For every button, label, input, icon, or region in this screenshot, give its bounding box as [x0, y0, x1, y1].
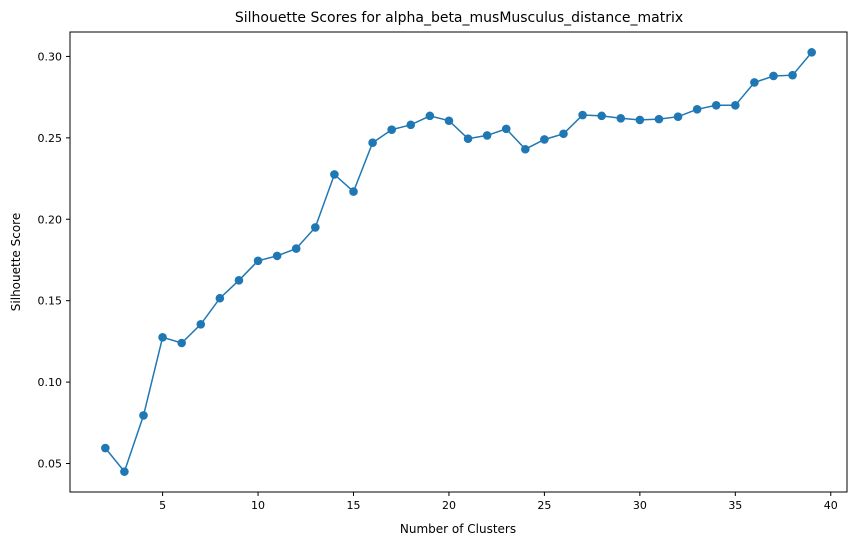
data-point	[521, 144, 530, 154]
y-tick-label: 0.20	[38, 213, 63, 226]
x-tick-label: 10	[251, 499, 265, 512]
data-point	[559, 129, 568, 139]
data-point	[578, 110, 587, 120]
data-point	[215, 293, 225, 303]
x-tick-label: 40	[824, 499, 838, 512]
data-point	[120, 467, 129, 476]
plot-frame	[69, 31, 848, 493]
x-tick-label: 25	[537, 499, 551, 512]
data-point	[101, 443, 110, 453]
data-point	[368, 138, 377, 148]
data-point	[750, 78, 759, 87]
data-point	[807, 48, 816, 57]
y-tick-label: 0.30	[38, 50, 63, 63]
data-point	[234, 276, 244, 285]
y-tick-label: 0.05	[38, 458, 63, 471]
data-point	[425, 111, 435, 121]
data-point	[635, 115, 645, 125]
data-point	[177, 338, 186, 348]
data-point	[330, 170, 339, 179]
x-axis: 5 10 15 20 25 30 35 40	[159, 492, 838, 512]
data-point	[482, 131, 492, 140]
x-tick-label: 35	[728, 499, 742, 512]
plot-area	[101, 48, 816, 476]
data-point	[597, 111, 606, 121]
data-point	[654, 114, 664, 124]
data-point	[788, 70, 797, 80]
data-point	[311, 223, 320, 232]
x-tick-label: 20	[442, 499, 456, 512]
data-point	[158, 333, 167, 342]
y-tick-label: 0.10	[38, 376, 63, 389]
y-tick-label: 0.15	[38, 295, 63, 308]
data-point	[272, 251, 282, 261]
data-point	[253, 256, 263, 266]
y-axis: 0.05 0.10 0.15 0.20 0.25 0.30	[38, 50, 70, 471]
data-point	[501, 124, 511, 134]
data-point	[444, 116, 454, 126]
data-point	[540, 135, 549, 144]
data-point	[692, 105, 702, 114]
data-point	[139, 411, 148, 420]
x-tick-label: 5	[159, 499, 166, 512]
x-tick-label: 30	[633, 499, 647, 512]
data-point	[463, 134, 473, 143]
data-point	[349, 187, 358, 196]
y-tick-label: 0.25	[38, 132, 63, 145]
data-point	[769, 71, 778, 81]
data-point	[731, 100, 740, 110]
data-point	[616, 114, 626, 123]
y-axis-label: Silhouette Score	[9, 213, 23, 311]
x-axis-label: Number of Clusters	[400, 522, 516, 536]
data-point	[711, 100, 721, 110]
data-point	[387, 125, 396, 134]
series-line	[104, 51, 813, 474]
data-point	[673, 112, 683, 121]
data-point	[291, 244, 301, 253]
x-tick-label: 15	[347, 499, 361, 512]
data-point	[196, 319, 206, 329]
data-point	[406, 120, 416, 130]
chart-title: Silhouette Scores for alpha_beta_musMusc…	[235, 10, 683, 26]
